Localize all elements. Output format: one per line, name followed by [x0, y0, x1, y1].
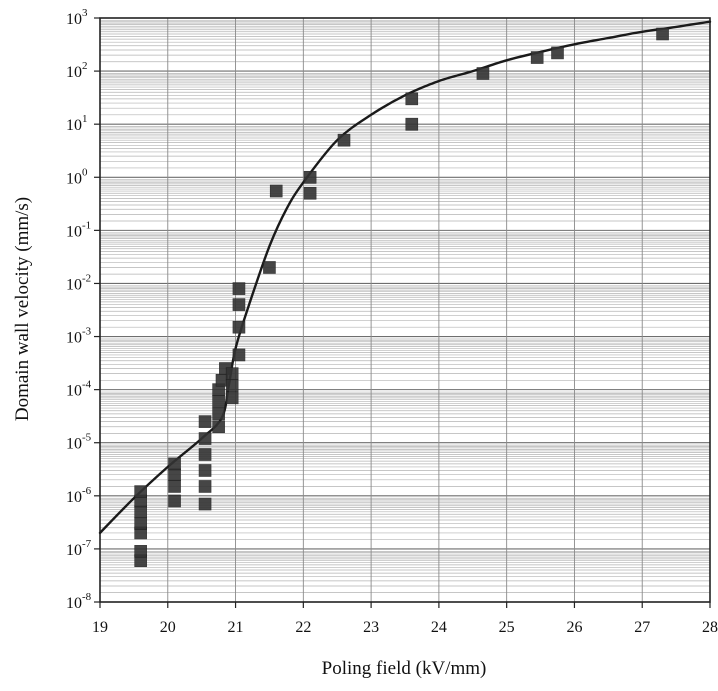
- data-point-marker: [198, 464, 212, 477]
- y-tick-label-base: 10: [66, 489, 82, 506]
- y-tick-label-exponent: -4: [82, 379, 92, 391]
- y-tick-label-exponent: -2: [82, 272, 91, 284]
- y-tick-label-base: 10: [66, 542, 82, 559]
- data-point-marker: [232, 298, 246, 311]
- x-tick-label: 20: [160, 619, 176, 636]
- y-tick-label: 101: [66, 113, 88, 134]
- y-tick-label-base: 10: [66, 383, 82, 400]
- data-point-marker: [405, 92, 419, 106]
- data-point-marker: [232, 320, 246, 334]
- y-tick-label-exponent: -6: [82, 485, 92, 497]
- y-tick-label: 10-5: [66, 432, 92, 453]
- data-markers-layer: [134, 27, 669, 567]
- y-tick-label-base: 10: [66, 64, 82, 81]
- data-point-marker: [232, 282, 246, 295]
- y-tick-label-base: 10: [66, 276, 82, 293]
- data-point-marker: [476, 67, 490, 80]
- y-tick-label: 10-6: [66, 485, 92, 506]
- y-tick-label-base: 10: [66, 11, 82, 28]
- data-point-marker: [198, 497, 212, 511]
- y-tick-label-exponent: 2: [82, 60, 88, 72]
- data-point-marker: [263, 261, 276, 274]
- y-tick-label: 10-7: [66, 538, 92, 559]
- x-tick-label: 28: [702, 619, 718, 636]
- data-point-marker: [168, 480, 181, 493]
- data-point-marker: [225, 391, 239, 405]
- y-tick-label: 10-2: [66, 272, 91, 293]
- y-tick-label-base: 10: [66, 436, 82, 453]
- data-point-marker: [212, 395, 225, 408]
- data-point-marker: [198, 415, 212, 428]
- y-tick-label-exponent: -5: [82, 432, 92, 444]
- data-point-marker: [225, 367, 239, 380]
- x-axis-title: Poling field (kV/mm): [322, 658, 487, 679]
- data-point-marker: [405, 117, 419, 131]
- y-tick-label-base: 10: [66, 595, 82, 612]
- y-tick-label-exponent: -1: [82, 219, 91, 231]
- data-point-marker: [134, 485, 147, 498]
- y-tick-label: 102: [66, 60, 88, 81]
- y-tick-label-exponent: -8: [82, 591, 92, 603]
- grid-layer: [99, 18, 711, 603]
- axis-layer: [94, 17, 711, 608]
- y-tick-label: 10-3: [66, 326, 92, 347]
- data-point-marker: [225, 379, 239, 392]
- x-tick-label: 22: [295, 619, 311, 636]
- data-point-marker: [168, 457, 181, 471]
- data-point-marker: [168, 468, 181, 481]
- x-tick-label: 21: [228, 619, 244, 636]
- x-tick-label: 27: [634, 619, 650, 636]
- data-point-marker: [232, 348, 246, 362]
- y-tick-label-exponent: -7: [82, 538, 92, 550]
- data-point-marker: [198, 432, 212, 445]
- data-point-marker: [198, 480, 212, 493]
- y-tick-label: 10-4: [66, 379, 92, 400]
- x-tick-label: 24: [431, 619, 447, 636]
- y-axis-title: Domain wall velocity (mm/s): [12, 197, 33, 421]
- data-point-marker: [134, 517, 147, 530]
- y-tick-label-base: 10: [66, 117, 82, 134]
- data-point-marker: [212, 407, 225, 421]
- data-point-marker: [551, 46, 564, 60]
- data-point-marker: [168, 494, 181, 508]
- x-tick-label: 19: [92, 619, 108, 636]
- data-point-marker: [530, 51, 544, 64]
- y-tick-label-exponent: 3: [82, 7, 88, 19]
- data-point-marker: [656, 27, 669, 41]
- y-tick-label-base: 10: [66, 330, 82, 347]
- y-tick-label-exponent: 0: [82, 166, 88, 178]
- y-tick-label: 10-8: [66, 591, 92, 612]
- plot-frame: [99, 17, 711, 603]
- x-tick-label: 25: [499, 619, 515, 636]
- y-tick-label: 10-1: [66, 219, 91, 240]
- data-point-marker: [269, 184, 283, 198]
- x-tick-label: 26: [566, 619, 582, 636]
- y-tick-label-base: 10: [66, 170, 82, 187]
- data-point-marker: [303, 186, 317, 200]
- data-point-marker: [337, 133, 351, 147]
- data-point-marker: [134, 545, 147, 558]
- data-point-marker: [198, 448, 212, 461]
- x-tick-label: 23: [363, 619, 379, 636]
- tick-labels-layer: 19 20 21 22 23 24 25 26 27 2810-810-710-610-510-4…: [66, 7, 718, 636]
- y-tick-label: 100: [66, 166, 88, 187]
- data-point-marker: [134, 505, 147, 519]
- y-tick-label: 103: [66, 7, 88, 28]
- y-tick-label-base: 10: [66, 223, 82, 240]
- data-point-marker: [212, 420, 225, 434]
- data-point-marker: [303, 170, 317, 184]
- y-tick-label-exponent: 1: [82, 113, 88, 125]
- y-tick-label-exponent: -3: [82, 326, 92, 338]
